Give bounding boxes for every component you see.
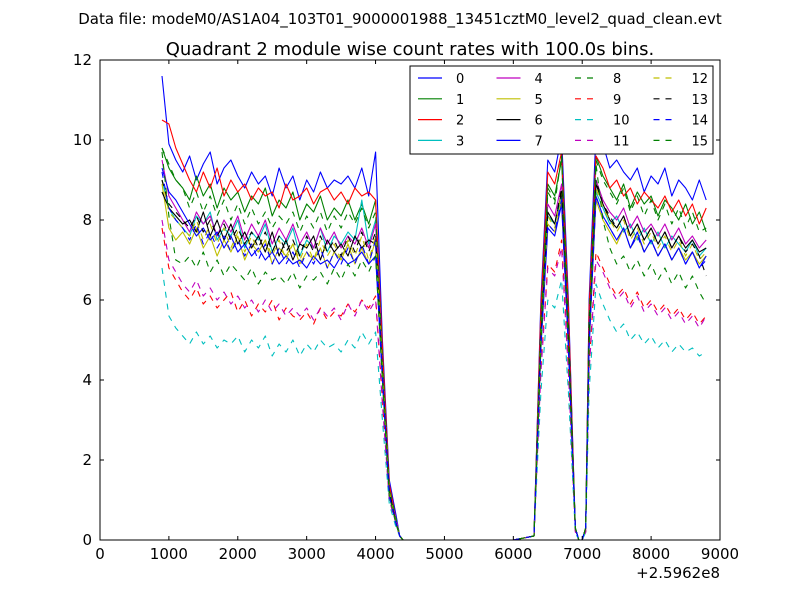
series-line-1 bbox=[161, 147, 707, 540]
series-line-10 bbox=[161, 267, 707, 540]
x-tick-label: 7000 bbox=[563, 545, 601, 563]
legend-label-0: 0 bbox=[456, 72, 464, 87]
series-line-2 bbox=[161, 119, 707, 540]
legend-label-5: 5 bbox=[535, 93, 543, 108]
ticks-layer: 0 1000 2000 3000 4000 5000 6000 7000 8000 9000 0 2 4… bbox=[73, 51, 739, 563]
x-offset-label: +2.5962e8 bbox=[636, 564, 720, 582]
x-tick-label: 9000 bbox=[701, 545, 739, 563]
legend-label-7: 7 bbox=[535, 134, 543, 149]
figure-suptitle: Data file: modeM0/AS1A04_103T01_90000019… bbox=[78, 10, 722, 29]
y-tick-label: 12 bbox=[73, 51, 92, 69]
legend-label-9: 9 bbox=[613, 93, 621, 108]
y-tick-label: 0 bbox=[82, 531, 92, 549]
series-line-9 bbox=[161, 227, 707, 540]
series-line-14 bbox=[161, 171, 707, 540]
legend-label-1: 1 bbox=[456, 93, 464, 108]
legend-label-13: 13 bbox=[692, 93, 709, 108]
legend-label-8: 8 bbox=[613, 72, 621, 87]
legend-label-10: 10 bbox=[613, 114, 630, 129]
legend-label-14: 14 bbox=[692, 114, 709, 129]
y-tick-label: 10 bbox=[73, 131, 92, 149]
x-tick-label: 3000 bbox=[288, 545, 326, 563]
legend-label-2: 2 bbox=[456, 114, 464, 129]
legend-label-6: 6 bbox=[535, 114, 543, 129]
x-tick-label: 4000 bbox=[356, 545, 394, 563]
x-tick-label: 6000 bbox=[494, 545, 532, 563]
legend-label-3: 3 bbox=[456, 134, 464, 149]
series-line-11 bbox=[161, 219, 707, 540]
legend-box bbox=[409, 65, 714, 155]
y-tick-label: 8 bbox=[82, 211, 92, 229]
x-tick-label: 8000 bbox=[632, 545, 670, 563]
legend-label-12: 12 bbox=[692, 72, 709, 87]
series-layer bbox=[161, 75, 707, 540]
y-tick-label: 2 bbox=[82, 451, 92, 469]
legend-label-15: 15 bbox=[692, 134, 709, 149]
series-line-15 bbox=[161, 151, 707, 540]
x-tick-label: 2000 bbox=[219, 545, 257, 563]
x-tick-label: 1000 bbox=[150, 545, 188, 563]
y-tick-label: 4 bbox=[82, 371, 92, 389]
legend-label-4: 4 bbox=[535, 72, 543, 87]
series-line-12 bbox=[161, 179, 707, 540]
x-tick-label: 5000 bbox=[425, 545, 463, 563]
series-line-0 bbox=[161, 75, 707, 540]
legend-label-11: 11 bbox=[613, 134, 630, 149]
series-line-4 bbox=[161, 159, 707, 540]
y-tick-label: 6 bbox=[82, 291, 92, 309]
series-line-8 bbox=[161, 147, 707, 540]
x-tick-label: 0 bbox=[95, 545, 105, 563]
chart-title: Quadrant 2 module wise count rates with … bbox=[166, 39, 655, 60]
